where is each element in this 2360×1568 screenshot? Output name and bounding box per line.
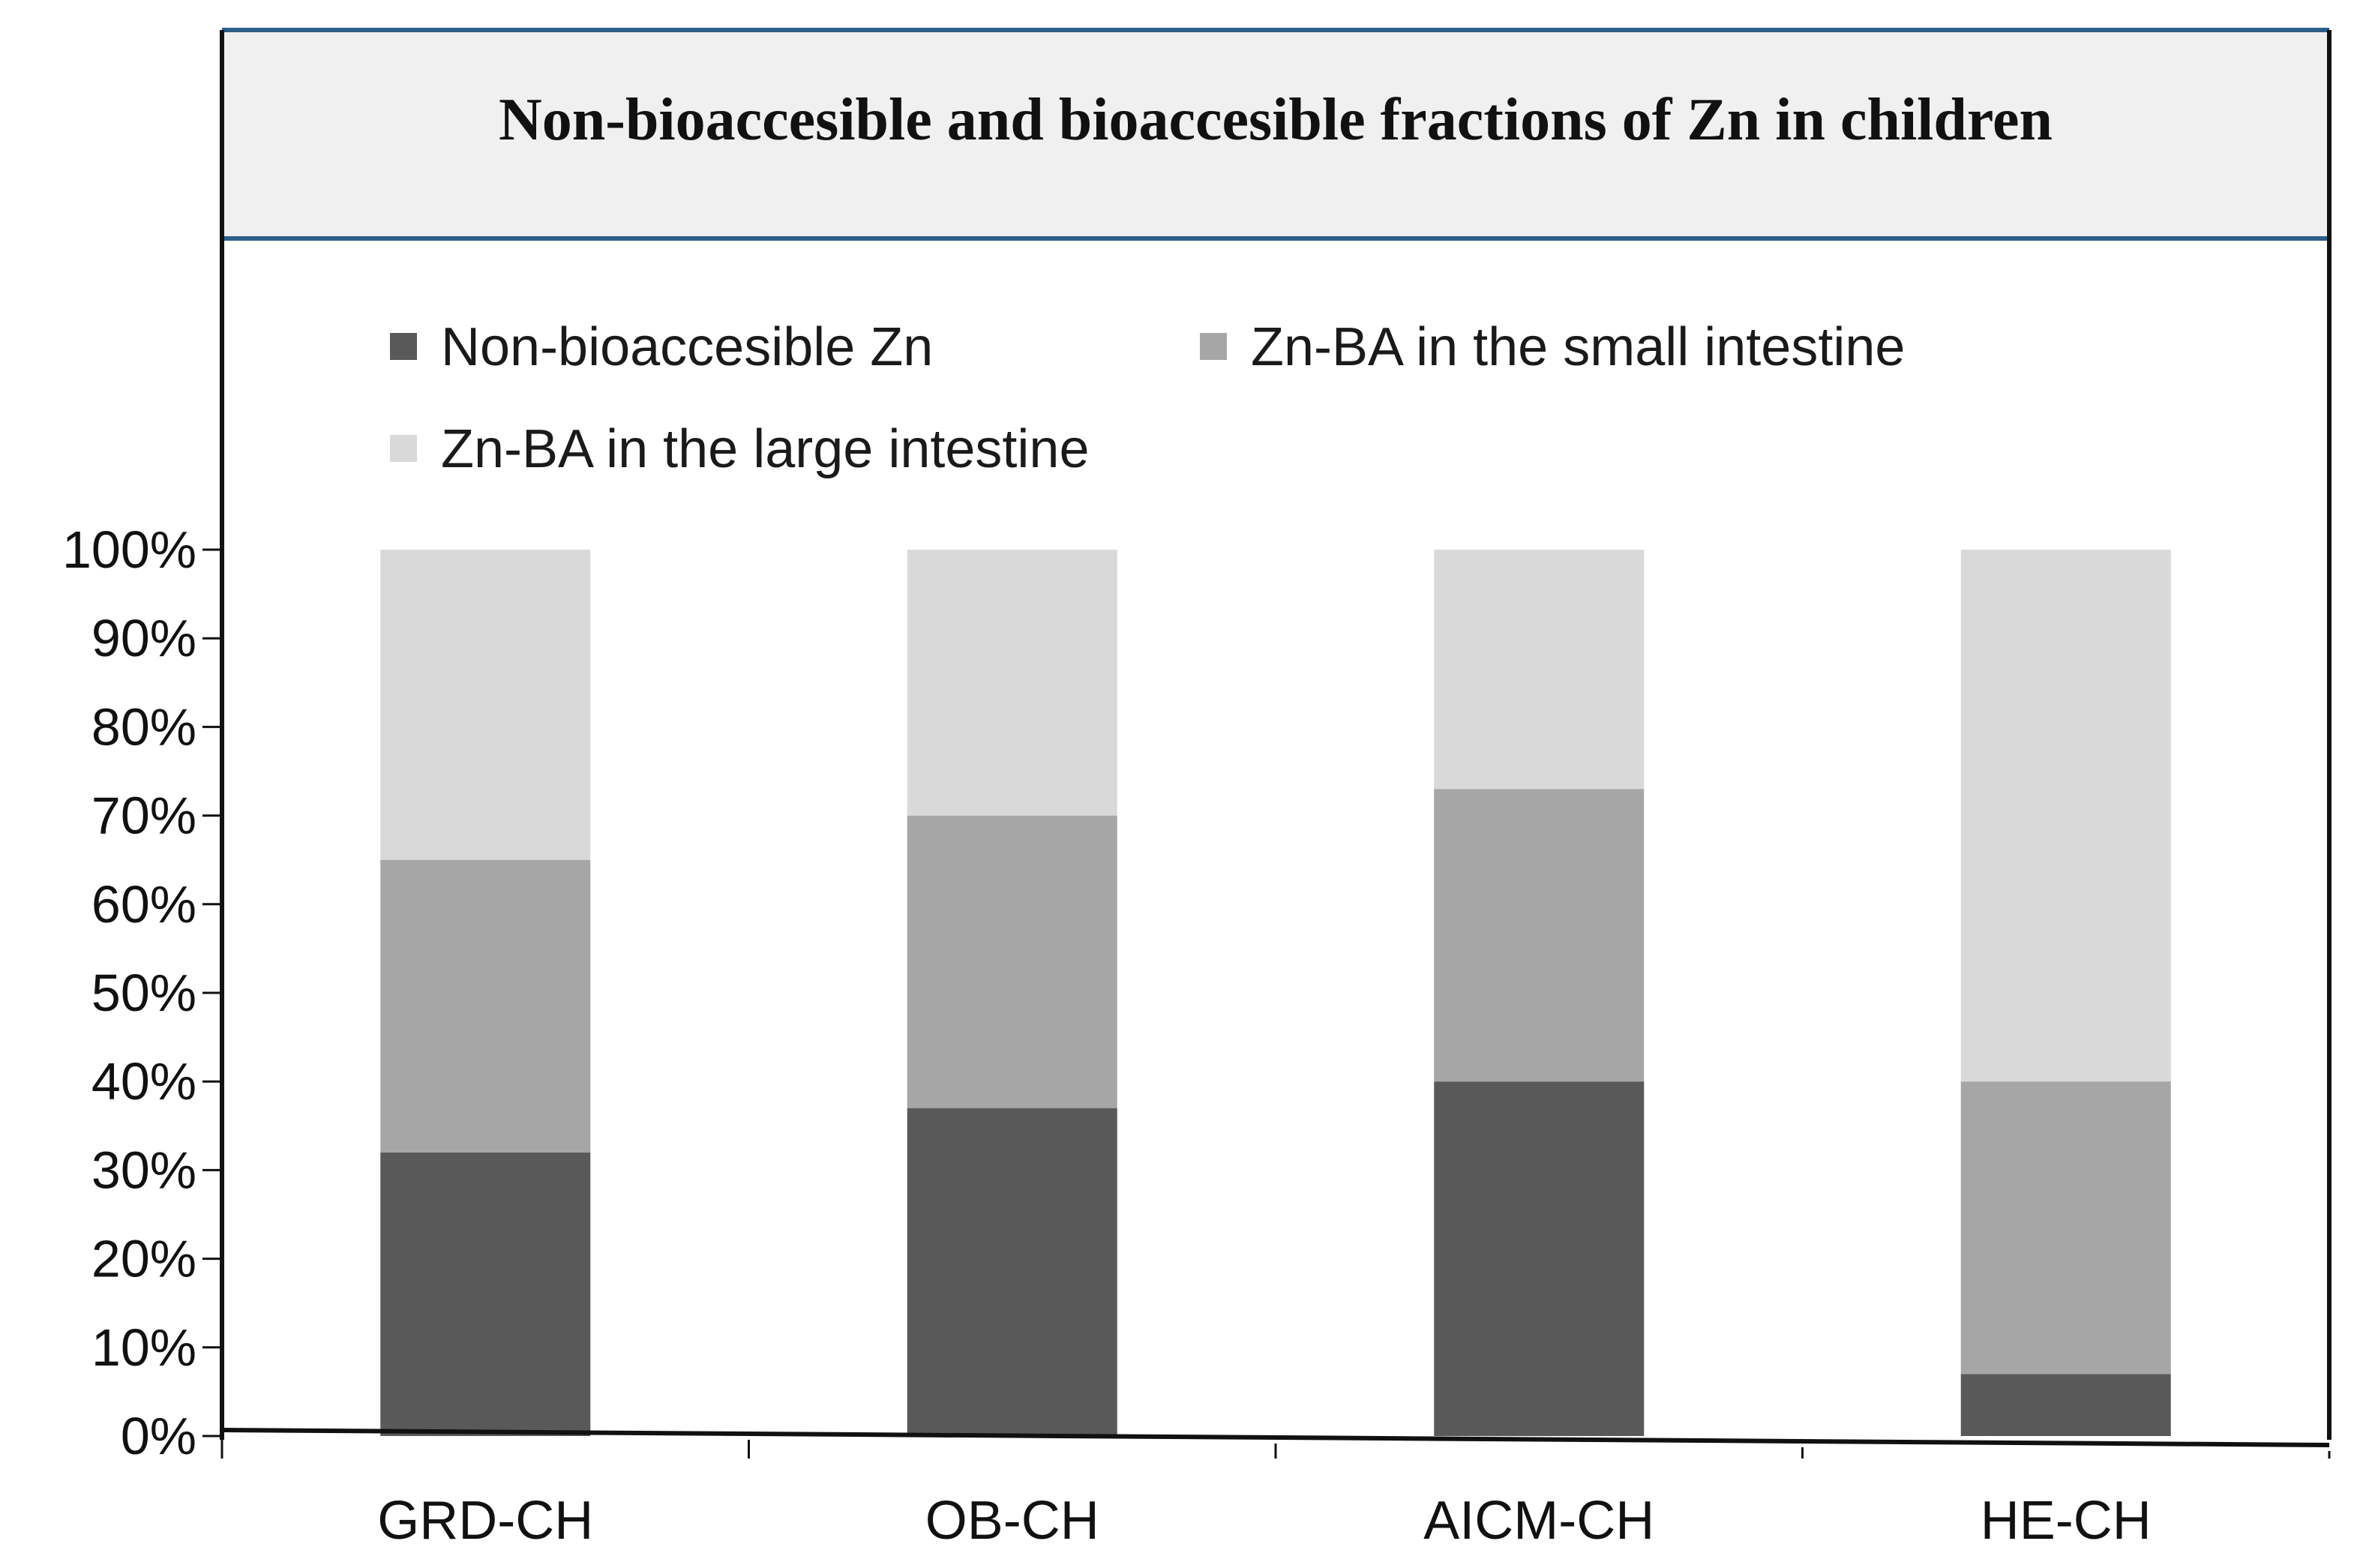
y-tick-label: 50% [91, 964, 196, 1022]
bar-segment [1434, 789, 1645, 1082]
bar-segment [380, 550, 591, 860]
bar-segment [907, 550, 1117, 816]
x-axis-labels: GRD-CH OB-CH AICM-CH HE-CH [377, 1491, 2151, 1551]
legend-label-large-intestine: Zn-BA in the large intestine [441, 419, 1090, 479]
legend-swatch-non-bioaccesible [390, 333, 417, 360]
y-axis-ticks: 0% 10% 20% 30% 40% 50% 60% 70% 80% 90% 100% [62, 520, 222, 1465]
bar-segment [1960, 1374, 2171, 1436]
x-category-label: AICM-CH [1423, 1491, 1654, 1551]
x-category-label: OB-CH [925, 1491, 1099, 1551]
y-tick-label: 60% [91, 875, 196, 934]
x-category-label: GRD-CH [377, 1491, 593, 1551]
y-tick-label: 10% [91, 1318, 196, 1377]
bar-segment [1960, 550, 2171, 1082]
bar-segment [1960, 1081, 2171, 1375]
x-category-label: HE-CH [1981, 1491, 2152, 1551]
bar-segment [380, 1152, 591, 1436]
bar-segment [907, 815, 1117, 1108]
bar-segment [1434, 1081, 1645, 1436]
bar-segment [1434, 550, 1645, 790]
y-tick-label: 100% [62, 520, 196, 579]
legend-label-small-intestine: Zn-BA in the small intestine [1251, 317, 1905, 377]
y-tick-label: 40% [91, 1052, 196, 1111]
bar-segment [380, 859, 591, 1153]
y-tick-label: 30% [91, 1141, 196, 1199]
legend-swatch-small-intestine [1200, 333, 1227, 360]
y-tick-label: 90% [91, 609, 196, 667]
chart-title: Non-bioaccesible and bioaccesible fracti… [499, 87, 2053, 153]
y-tick-label: 80% [91, 697, 196, 756]
title-band [222, 30, 2329, 238]
y-tick-label: 70% [91, 787, 196, 845]
legend-swatch-large-intestine [390, 435, 417, 462]
bar-segment [907, 1108, 1117, 1436]
bars [380, 550, 2171, 1436]
x-axis-ticks [220, 1436, 2331, 1459]
y-tick-label: 0% [121, 1407, 196, 1465]
y-tick-label: 20% [91, 1230, 196, 1288]
x-axis-line [221, 1428, 2330, 1447]
legend-label-non-bioaccesible: Non-bioaccesible Zn [441, 317, 933, 377]
